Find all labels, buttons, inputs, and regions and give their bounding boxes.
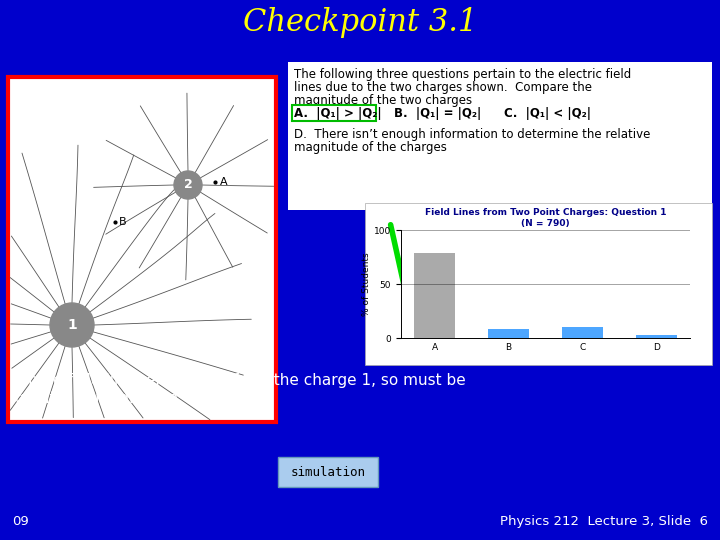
Y-axis label: % of Students: % of Students bbox=[362, 252, 372, 316]
Text: magnitude of the charges: magnitude of the charges bbox=[294, 141, 447, 154]
Text: “more field lines emanating from the charge 1, so must be: “more field lines emanating from the cha… bbox=[15, 373, 466, 388]
Text: C.  |Q₁| < |Q₂|: C. |Q₁| < |Q₂| bbox=[504, 106, 591, 119]
Text: lines due to the two charges shown.  Compare the: lines due to the two charges shown. Comp… bbox=[294, 81, 592, 94]
Title: Field Lines from Two Point Charges: Question 1
(N = 790): Field Lines from Two Point Charges: Ques… bbox=[425, 208, 667, 228]
Text: B: B bbox=[119, 217, 127, 227]
Text: 1: 1 bbox=[67, 318, 77, 332]
Bar bbox=[288, 62, 712, 210]
FancyBboxPatch shape bbox=[292, 105, 376, 121]
Text: 2: 2 bbox=[184, 179, 192, 192]
FancyBboxPatch shape bbox=[278, 457, 378, 487]
Text: simulation: simulation bbox=[290, 465, 366, 478]
Circle shape bbox=[174, 171, 202, 199]
Circle shape bbox=[50, 303, 94, 347]
Bar bbox=[414, 253, 455, 338]
Text: greater in magnitude.”: greater in magnitude.” bbox=[15, 390, 191, 406]
Text: magnitude of the two charges: magnitude of the two charges bbox=[294, 94, 472, 107]
Bar bbox=[365, 203, 712, 365]
Text: Physics 212  Lecture 3, Slide  6: Physics 212 Lecture 3, Slide 6 bbox=[500, 515, 708, 528]
Text: B.  |Q₁| = |Q₂|: B. |Q₁| = |Q₂| bbox=[394, 106, 481, 119]
Text: The following three questions pertain to the electric field: The following three questions pertain to… bbox=[294, 68, 631, 81]
Text: 09: 09 bbox=[12, 515, 29, 528]
Bar bbox=[488, 329, 529, 338]
Bar bbox=[636, 335, 678, 338]
Text: D.  There isn’t enough information to determine the relative: D. There isn’t enough information to det… bbox=[294, 128, 650, 141]
Bar bbox=[562, 327, 603, 338]
Text: Checkpoint 3.1: Checkpoint 3.1 bbox=[243, 6, 477, 37]
Text: A: A bbox=[220, 177, 228, 187]
Bar bbox=[8, 77, 276, 422]
Text: A.  |Q₁| > |Q₂|: A. |Q₁| > |Q₂| bbox=[294, 106, 382, 119]
